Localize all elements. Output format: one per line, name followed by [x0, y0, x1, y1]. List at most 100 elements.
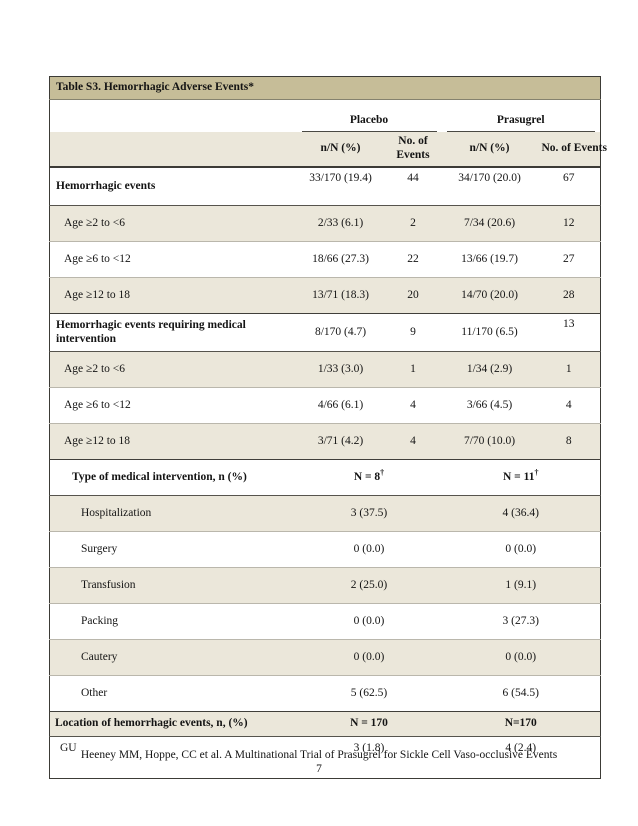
- row-label: GU: [49, 736, 297, 779]
- row-label: Age ≥2 to <6: [49, 205, 297, 242]
- page-number: 7: [316, 763, 322, 776]
- cell-value: N = 8†: [296, 459, 442, 496]
- table-row: Hemorrhagic events 33/170 (19.4) 44 34/1…: [49, 166, 601, 206]
- table-row: Hospitalization 3 (37.5) 4 (36.4): [49, 495, 601, 532]
- row-label: Age ≥12 to 18: [49, 423, 297, 460]
- cell-value: 67: [537, 166, 601, 206]
- cell-value: 4 (36.4): [441, 495, 601, 532]
- table-row: Packing 0 (0.0) 3 (27.3): [49, 603, 601, 640]
- cell-value: 44: [384, 166, 442, 206]
- row-label: Transfusion: [49, 567, 297, 604]
- col-header: n/N (%): [441, 132, 538, 168]
- column-header-row: n/N (%) No. of Events n/N (%) No. of Eve…: [49, 132, 607, 168]
- row-label: Packing: [49, 603, 297, 640]
- cell-value: 3/71 (4.2): [296, 423, 385, 460]
- cell-value: 1: [537, 351, 601, 388]
- citation-text: Heeney MM, Hoppe, CC et al. A Multinatio…: [80, 749, 558, 761]
- table-row: Surgery 0 (0.0) 0 (0.0): [49, 531, 601, 568]
- cell-value: 4: [384, 387, 442, 424]
- col-header: n/N (%): [296, 132, 385, 168]
- group-prasugrel: Prasugrel: [441, 99, 601, 132]
- row-label: Location of hemorrhagic events, n, (%): [49, 711, 297, 737]
- row-label: Age ≥6 to <12: [49, 387, 297, 424]
- table-row: GU 3 (1.8) 4 (2.4): [49, 736, 601, 779]
- cell-value: 4/66 (6.1): [296, 387, 385, 424]
- group-placebo: Placebo: [296, 99, 442, 132]
- cell-value: 6 (54.5): [441, 675, 601, 712]
- cell-value: 28: [537, 277, 601, 314]
- group-header-row: Placebo Prasugrel: [49, 99, 601, 132]
- table-row: Age ≥2 to <6 1/33 (3.0) 1 1/34 (2.9) 1: [49, 351, 601, 388]
- cell-value: N = 11†: [441, 459, 601, 496]
- cell-value: 0 (0.0): [296, 531, 442, 568]
- table-row: Other 5 (62.5) 6 (54.5): [49, 675, 601, 712]
- dagger-footnote-mark: †: [534, 467, 539, 477]
- table-row: Cautery 0 (0.0) 0 (0.0): [49, 639, 601, 676]
- cell-value: 33/170 (19.4): [296, 166, 385, 206]
- table-row: Age ≥6 to <12 4/66 (6.1) 4 3/66 (4.5) 4: [49, 387, 601, 424]
- cell-value: 2: [384, 205, 442, 242]
- table-row: Age ≥12 to 18 3/71 (4.2) 4 7/70 (10.0) 8: [49, 423, 601, 460]
- group-prasugrel-label: Prasugrel: [446, 114, 595, 132]
- cell-value: 0 (0.0): [441, 639, 601, 676]
- cell-value: 3 (27.3): [441, 603, 601, 640]
- cell-value: 4: [537, 387, 601, 424]
- spacer-cell: [49, 132, 297, 168]
- cell-value: 9: [384, 313, 442, 352]
- row-label: Age ≥6 to <12: [49, 241, 297, 278]
- cell-value: 2/33 (6.1): [296, 205, 385, 242]
- table-row: Location of hemorrhagic events, n, (%) N…: [49, 711, 601, 737]
- cell-value: 4: [384, 423, 442, 460]
- row-label: Hospitalization: [49, 495, 297, 532]
- page-footer: Heeney MM, Hoppe, CC et al. A Multinatio…: [0, 748, 638, 777]
- cell-value: 27: [537, 241, 601, 278]
- cell-value: 2 (25.0): [296, 567, 442, 604]
- cell-value: 13: [537, 313, 601, 352]
- table-row: Type of medical intervention, n (%) N = …: [49, 459, 601, 496]
- cell-value: 12: [537, 205, 601, 242]
- cell-value: 1: [384, 351, 442, 388]
- cell-value: 18/66 (27.3): [296, 241, 385, 278]
- dagger-footnote-mark: †: [380, 467, 385, 477]
- cell-value: 14/70 (20.0): [441, 277, 538, 314]
- spacer-cell: [49, 99, 297, 132]
- table-title-row: Table S3. Hemorrhagic Adverse Events*: [49, 76, 601, 100]
- table-row: Age ≥2 to <6 2/33 (6.1) 2 7/34 (20.6) 12: [49, 205, 601, 242]
- row-label: Type of medical intervention, n (%): [49, 459, 297, 496]
- cell-value: 1/33 (3.0): [296, 351, 385, 388]
- row-label: Age ≥12 to 18: [49, 277, 297, 314]
- cell-value: 8/170 (4.7): [296, 313, 385, 352]
- cell-value: N=170: [441, 711, 601, 737]
- cell-value: 5 (62.5): [296, 675, 442, 712]
- col-header: No. of Events: [537, 132, 607, 168]
- cell-value: 1 (9.1): [441, 567, 601, 604]
- cell-value: 3 (1.8): [296, 736, 442, 779]
- cell-value: 13/66 (19.7): [441, 241, 538, 278]
- n-count: N = 8: [353, 470, 381, 483]
- cell-value: 8: [537, 423, 601, 460]
- table-row: Hemorrhagic events requiring medical int…: [49, 313, 601, 352]
- table-row: Age ≥6 to <12 18/66 (27.3) 22 13/66 (19.…: [49, 241, 601, 278]
- cell-value: 4 (2.4): [441, 736, 601, 779]
- cell-value: 22: [384, 241, 442, 278]
- adverse-events-table: Table S3. Hemorrhagic Adverse Events* Pl…: [49, 76, 607, 779]
- cell-value: N = 170: [296, 711, 442, 737]
- cell-value: 11/170 (6.5): [441, 313, 538, 352]
- cell-value: 1/34 (2.9): [441, 351, 538, 388]
- cell-value: 0 (0.0): [296, 639, 442, 676]
- cell-value: 3 (37.5): [296, 495, 442, 532]
- row-label: Hemorrhagic events: [49, 166, 297, 206]
- row-label: Hemorrhagic events requiring medical int…: [49, 313, 297, 352]
- group-placebo-label: Placebo: [301, 114, 437, 132]
- col-header: No. of Events: [384, 132, 442, 168]
- n-count: N = 11: [503, 470, 535, 483]
- table-row: Transfusion 2 (25.0) 1 (9.1): [49, 567, 601, 604]
- cell-value: 7/70 (10.0): [441, 423, 538, 460]
- row-label: Surgery: [49, 531, 297, 568]
- row-label: Age ≥2 to <6: [49, 351, 297, 388]
- row-label: Cautery: [49, 639, 297, 676]
- cell-value: 34/170 (20.0): [441, 166, 538, 206]
- cell-value: 3/66 (4.5): [441, 387, 538, 424]
- row-label: Other: [49, 675, 297, 712]
